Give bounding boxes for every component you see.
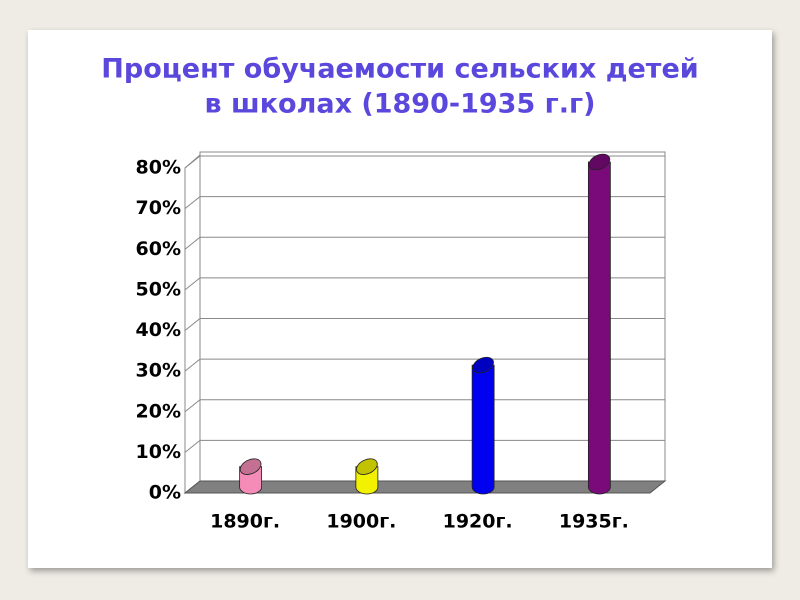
- bar: [471, 356, 495, 495]
- bar: [239, 458, 263, 495]
- chart-title: Процент обучаемости сельских детей: [101, 54, 698, 85]
- bar-part: [587, 161, 611, 495]
- grid-line: [184, 196, 665, 210]
- y-tick-label: 40%: [136, 319, 181, 341]
- bar: [587, 153, 611, 495]
- grid-line: [184, 358, 665, 372]
- y-tick-label: 30%: [136, 360, 181, 382]
- bar-part: [471, 364, 495, 495]
- y-tick-label: 80%: [136, 157, 181, 179]
- grid-line: [184, 439, 665, 453]
- grid-line: [184, 236, 665, 250]
- y-tick-label: 70%: [136, 197, 181, 219]
- grid-line: [184, 399, 665, 413]
- chart-title: в школах (1890-1935 г.г): [205, 89, 596, 120]
- y-tick-label: 50%: [136, 278, 181, 300]
- bar-part: [472, 356, 494, 374]
- y-tick-label: 20%: [136, 400, 181, 422]
- bar-part: [588, 153, 611, 171]
- x-tick-label: 1920г.: [443, 511, 513, 533]
- bar-part: [239, 458, 262, 475]
- bar: [355, 458, 379, 495]
- grid-line: [184, 277, 665, 291]
- x-tick-label: 1890г.: [210, 511, 280, 533]
- bar-part: [356, 458, 378, 475]
- floor: [183, 480, 667, 494]
- x-tick-label: 1935г.: [559, 511, 629, 533]
- grid-line: [184, 155, 665, 169]
- y-tick-label: 60%: [136, 238, 181, 260]
- grid-line: [184, 318, 665, 331]
- y-tick-label: 0%: [149, 482, 181, 504]
- y-tick-label: 10%: [136, 441, 181, 463]
- x-tick-label: 1900г.: [326, 511, 396, 533]
